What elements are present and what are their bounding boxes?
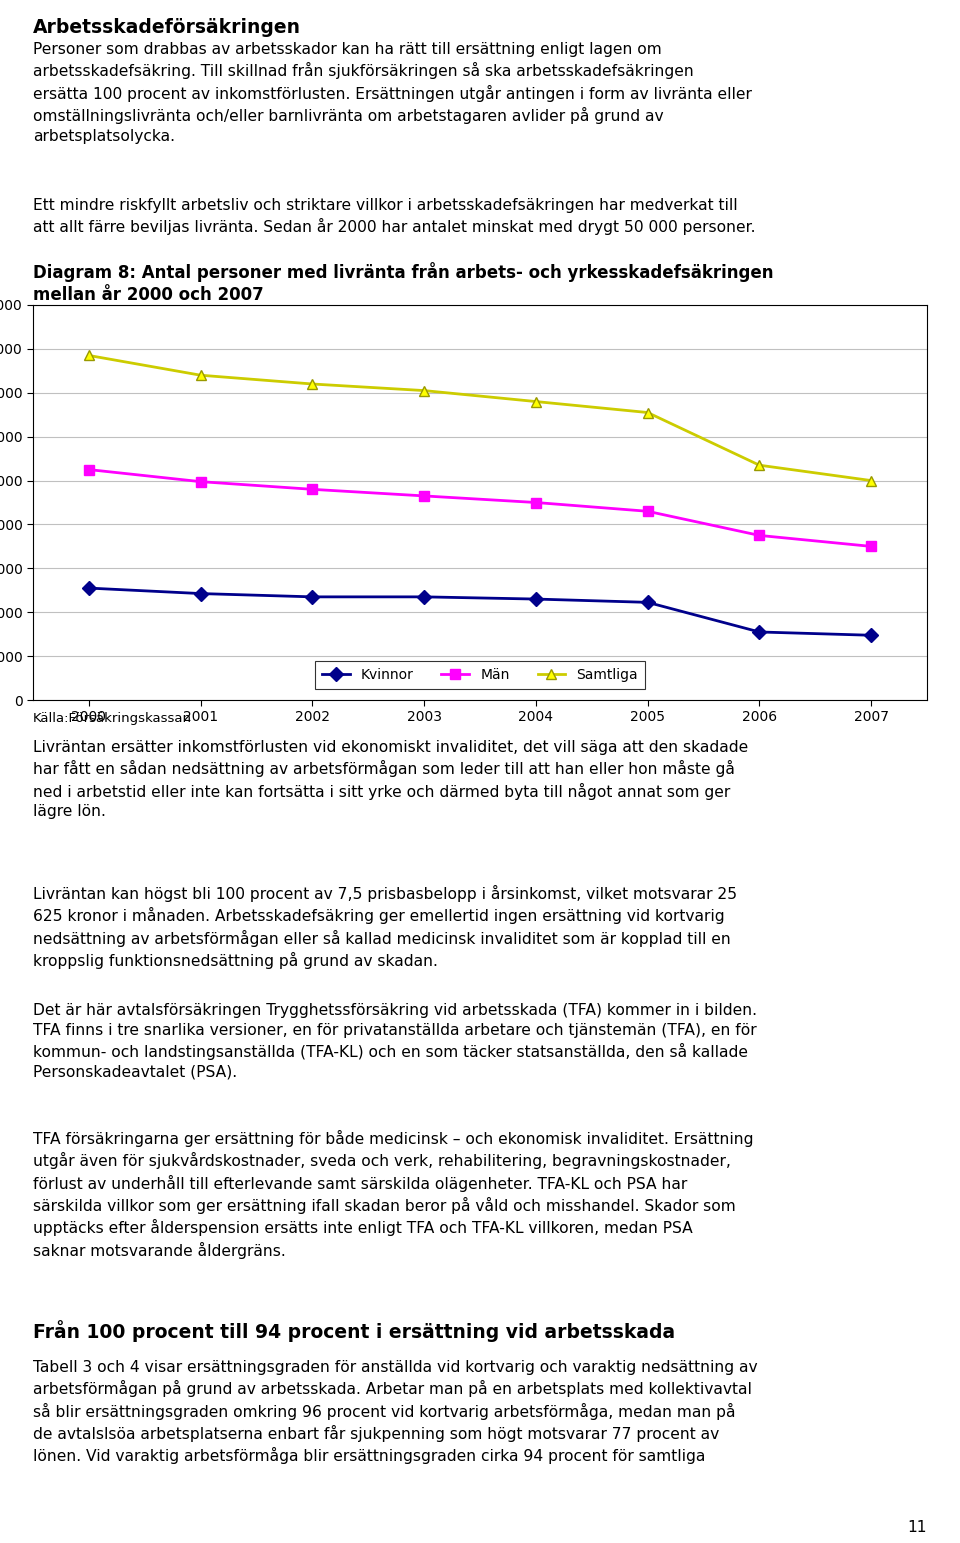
Text: Livräntan ersätter inkomstförlusten vid ekonomiskt invaliditet, det vill säga at: Livräntan ersätter inkomstförlusten vid …	[33, 741, 748, 819]
Text: TFA försäkringarna ger ersättning för både medicinsk – och ekonomisk invaliditet: TFA försäkringarna ger ersättning för bå…	[33, 1129, 754, 1259]
Text: Det är här avtalsförsäkringen Trygghetssförsäkring vid arbetsskada (TFA) kommer : Det är här avtalsförsäkringen Trygghetss…	[33, 1003, 757, 1080]
Legend: Kvinnor, Män, Samtliga: Kvinnor, Män, Samtliga	[315, 662, 645, 690]
Text: Arbetsskadeförsäkringen: Arbetsskadeförsäkringen	[33, 19, 301, 37]
Text: Från 100 procent till 94 procent i ersättning vid arbetsskada: Från 100 procent till 94 procent i ersät…	[33, 1319, 675, 1342]
Text: Källa:Försäkringskassan: Källa:Försäkringskassan	[33, 711, 192, 725]
Text: Diagram 8: Antal personer med livränta från arbets- och yrkesskadefsäkringen
mel: Diagram 8: Antal personer med livränta f…	[33, 262, 774, 304]
Text: Personer som drabbas av arbetsskador kan ha rätt till ersättning enligt lagen om: Personer som drabbas av arbetsskador kan…	[33, 42, 752, 143]
Text: Livräntan kan högst bli 100 procent av 7,5 prisbasbelopp i årsinkomst, vilket mo: Livräntan kan högst bli 100 procent av 7…	[33, 886, 737, 969]
Text: Tabell 3 och 4 visar ersättningsgraden för anställda vid kortvarig och varaktig : Tabell 3 och 4 visar ersättningsgraden f…	[33, 1359, 757, 1464]
Text: Ett mindre riskfyllt arbetsliv och striktare villkor i arbetsskadefsäkringen har: Ett mindre riskfyllt arbetsliv och strik…	[33, 198, 756, 236]
Text: 11: 11	[907, 1520, 927, 1535]
